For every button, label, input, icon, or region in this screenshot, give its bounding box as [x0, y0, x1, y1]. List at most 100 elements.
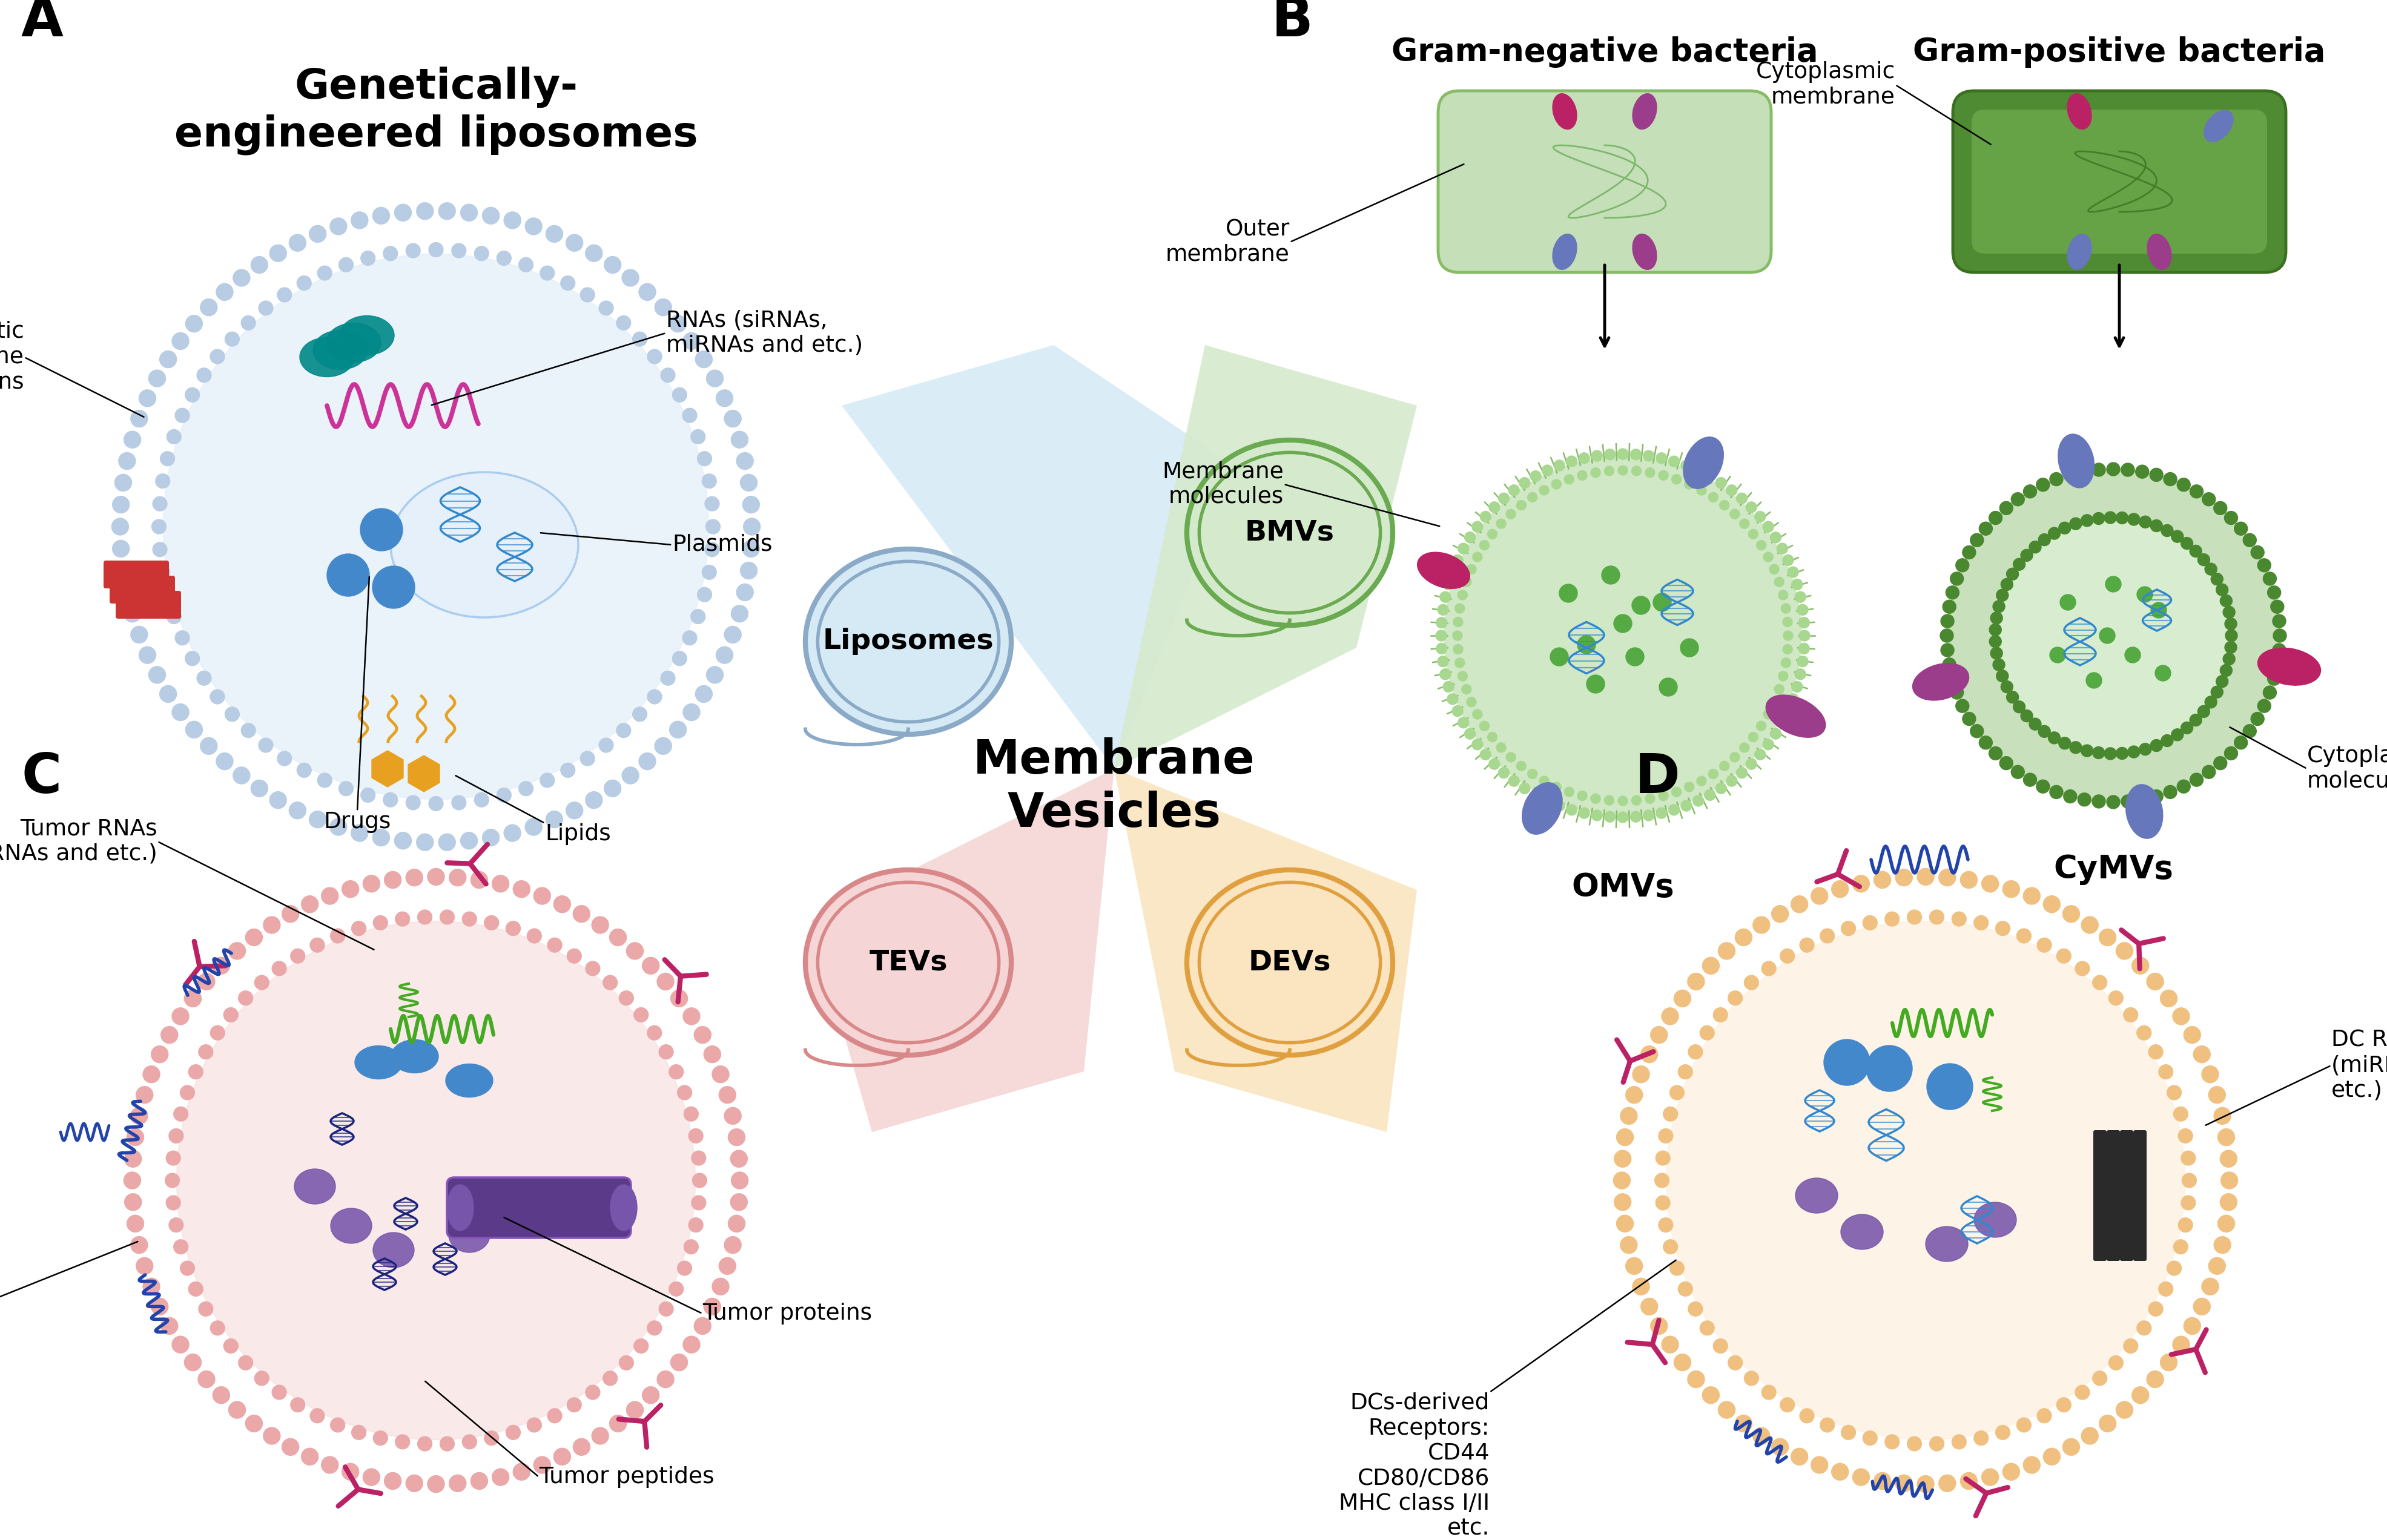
Circle shape — [496, 788, 511, 802]
Circle shape — [2198, 705, 2210, 718]
Circle shape — [1988, 624, 2000, 636]
Circle shape — [2184, 1317, 2201, 1335]
Circle shape — [2050, 473, 2062, 485]
Text: DCs-derived
Receptors:
CD44
CD80/CD86
MHC class I/II
etc.: DCs-derived Receptors: CD44 CD80/CD86 MH… — [1339, 1392, 1489, 1540]
Circle shape — [2058, 738, 2072, 750]
Circle shape — [296, 762, 310, 778]
Circle shape — [1735, 493, 1747, 504]
Circle shape — [2225, 618, 2237, 630]
Circle shape — [1444, 681, 1454, 691]
Circle shape — [1991, 611, 2003, 624]
Circle shape — [2115, 942, 2134, 959]
Ellipse shape — [1186, 870, 1392, 1055]
Circle shape — [2024, 1457, 2041, 1474]
Circle shape — [1996, 517, 2232, 753]
Circle shape — [1960, 1472, 1976, 1489]
Circle shape — [430, 242, 444, 257]
Circle shape — [1678, 1064, 1692, 1080]
Ellipse shape — [1795, 1178, 1838, 1214]
Circle shape — [513, 1463, 530, 1480]
Ellipse shape — [1633, 234, 1657, 270]
Circle shape — [1487, 530, 1497, 539]
Circle shape — [1812, 1457, 1828, 1474]
Circle shape — [2163, 473, 2177, 485]
Circle shape — [1447, 567, 1458, 578]
Circle shape — [683, 631, 697, 645]
Circle shape — [683, 1337, 699, 1354]
Circle shape — [1680, 460, 1692, 471]
Circle shape — [463, 1435, 477, 1449]
Circle shape — [1692, 465, 1704, 476]
Circle shape — [2127, 513, 2139, 525]
Circle shape — [1614, 614, 1633, 633]
Circle shape — [1616, 1215, 1633, 1232]
Circle shape — [1456, 658, 1466, 668]
Circle shape — [1566, 456, 1578, 467]
Circle shape — [1540, 776, 1549, 785]
Circle shape — [1559, 584, 1578, 602]
Circle shape — [277, 288, 291, 302]
Ellipse shape — [449, 1217, 489, 1252]
Ellipse shape — [1840, 1215, 1883, 1249]
Circle shape — [201, 738, 217, 755]
Circle shape — [1435, 630, 1447, 641]
Circle shape — [329, 818, 346, 835]
Circle shape — [1790, 1448, 1807, 1465]
Circle shape — [661, 671, 676, 685]
Circle shape — [124, 1172, 141, 1189]
Circle shape — [2234, 736, 2249, 750]
Circle shape — [1654, 593, 1671, 611]
Circle shape — [310, 938, 325, 952]
Circle shape — [1616, 1129, 1633, 1146]
Circle shape — [1969, 724, 1984, 738]
Circle shape — [1867, 1046, 1912, 1092]
Circle shape — [186, 316, 203, 333]
FancyBboxPatch shape — [2108, 1130, 2120, 1261]
Circle shape — [742, 517, 761, 534]
Circle shape — [585, 1384, 599, 1400]
Text: Plasmids: Plasmids — [673, 534, 773, 556]
Circle shape — [1542, 795, 1554, 807]
Circle shape — [2093, 513, 2105, 525]
Circle shape — [418, 1437, 432, 1451]
Circle shape — [1945, 671, 1960, 685]
Circle shape — [263, 916, 279, 933]
Circle shape — [394, 832, 411, 849]
Text: Gram-positive bacteria: Gram-positive bacteria — [1912, 37, 2325, 68]
Circle shape — [2201, 1278, 2218, 1295]
Circle shape — [2189, 545, 2201, 557]
Circle shape — [2136, 587, 2153, 602]
Circle shape — [1540, 485, 1549, 496]
Circle shape — [2268, 671, 2282, 685]
Circle shape — [1993, 659, 2005, 671]
Circle shape — [690, 610, 704, 624]
Circle shape — [2124, 1007, 2139, 1023]
Circle shape — [360, 508, 403, 551]
Circle shape — [1640, 1046, 1659, 1063]
Circle shape — [224, 707, 239, 721]
Circle shape — [196, 368, 212, 382]
Circle shape — [1797, 618, 1809, 628]
Ellipse shape — [1912, 664, 1969, 701]
Circle shape — [2268, 585, 2282, 599]
Circle shape — [740, 562, 757, 579]
Circle shape — [351, 1425, 365, 1440]
Circle shape — [150, 1298, 167, 1315]
Circle shape — [1518, 782, 1530, 793]
Circle shape — [2201, 1066, 2218, 1083]
Circle shape — [1480, 748, 1492, 759]
Circle shape — [124, 431, 141, 448]
Circle shape — [2182, 722, 2194, 735]
Circle shape — [2136, 793, 2148, 807]
Circle shape — [1974, 916, 1988, 930]
Circle shape — [189, 1064, 203, 1080]
Circle shape — [255, 1371, 270, 1386]
Circle shape — [1783, 631, 1793, 641]
Circle shape — [1950, 571, 1965, 585]
Circle shape — [2215, 584, 2227, 596]
Circle shape — [1752, 1428, 1769, 1445]
Circle shape — [2167, 1086, 2182, 1100]
Circle shape — [1688, 1044, 1702, 1060]
Circle shape — [1716, 477, 1726, 488]
Circle shape — [2081, 916, 2098, 933]
